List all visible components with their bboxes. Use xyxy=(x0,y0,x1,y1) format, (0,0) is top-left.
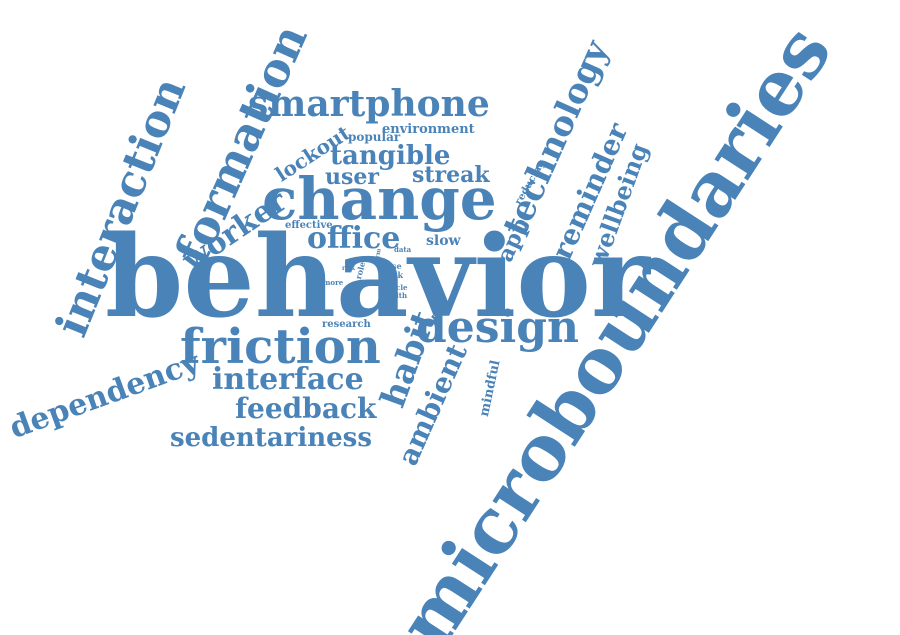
word-behavior: behavior xyxy=(105,212,650,343)
word-tangible: tangible xyxy=(330,141,451,171)
word-research: research xyxy=(322,319,371,330)
word-popular: popular xyxy=(348,130,401,144)
word-more: more xyxy=(323,278,344,287)
word-slow: slow xyxy=(426,233,461,249)
word-design: design xyxy=(416,302,580,353)
word-smartphone: smartphone xyxy=(248,83,490,125)
word-interface: interface xyxy=(212,362,364,397)
word-change: change xyxy=(262,165,497,233)
word-friction: friction xyxy=(180,319,381,375)
word-mindful: mindful xyxy=(477,358,504,418)
word-risk: risk xyxy=(342,265,355,272)
word-kick: kick xyxy=(384,270,403,280)
word-feedback: feedback xyxy=(235,392,377,425)
word-data: data xyxy=(394,245,412,254)
word-streak: streak xyxy=(412,162,490,188)
word-effective: effective xyxy=(285,220,333,231)
word-office: office xyxy=(307,221,401,256)
word-health: health xyxy=(382,291,408,300)
word-sedentariness: sedentariness xyxy=(170,423,372,453)
word-user: user xyxy=(325,164,379,190)
word-article: article xyxy=(382,283,408,292)
word-case: case xyxy=(382,261,402,271)
word-environment: environment xyxy=(382,122,475,137)
